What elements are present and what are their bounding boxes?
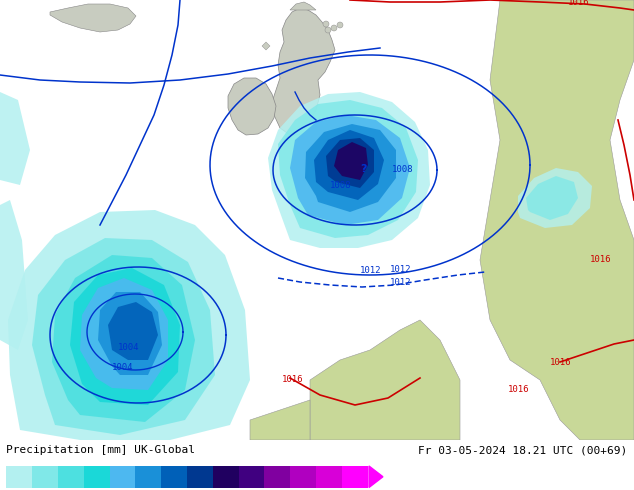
Text: 1012: 1012 (390, 278, 411, 287)
Polygon shape (70, 268, 180, 405)
Polygon shape (334, 142, 368, 180)
Polygon shape (8, 210, 250, 440)
Bar (213, 466, 238, 488)
Bar (264, 466, 290, 488)
Polygon shape (526, 176, 578, 220)
Polygon shape (310, 320, 460, 440)
Polygon shape (480, 0, 634, 440)
Polygon shape (98, 292, 162, 375)
Polygon shape (278, 100, 418, 238)
Bar (6, 466, 32, 488)
Bar (58, 466, 84, 488)
Circle shape (337, 22, 343, 28)
Circle shape (325, 27, 331, 33)
Text: 1012: 1012 (360, 266, 382, 275)
Text: 1016: 1016 (568, 0, 590, 7)
Bar (187, 466, 213, 488)
Text: ?: ? (360, 164, 366, 174)
Text: 1016: 1016 (282, 375, 304, 384)
Text: 1012: 1012 (390, 265, 411, 274)
Bar (238, 466, 264, 488)
Polygon shape (272, 8, 335, 135)
Polygon shape (0, 92, 30, 185)
Text: 1008: 1008 (392, 165, 413, 174)
Text: 1016: 1016 (590, 255, 612, 264)
Polygon shape (32, 238, 215, 435)
Bar (32, 466, 58, 488)
Bar (136, 466, 161, 488)
Polygon shape (326, 138, 374, 188)
Polygon shape (369, 466, 383, 488)
Polygon shape (52, 255, 195, 422)
Polygon shape (290, 2, 316, 10)
Polygon shape (80, 278, 168, 390)
Polygon shape (290, 115, 410, 225)
Text: 1008: 1008 (330, 181, 351, 190)
Polygon shape (0, 200, 28, 350)
Bar (110, 466, 136, 488)
Circle shape (323, 21, 329, 27)
Polygon shape (108, 302, 158, 360)
Text: 1016: 1016 (550, 358, 571, 367)
Polygon shape (518, 168, 592, 228)
Circle shape (331, 25, 337, 31)
Polygon shape (50, 4, 136, 32)
Polygon shape (268, 92, 430, 248)
Polygon shape (305, 124, 396, 212)
Polygon shape (262, 42, 270, 50)
Bar (316, 466, 342, 488)
Bar (290, 466, 316, 488)
Bar (342, 466, 368, 488)
Text: 1004: 1004 (112, 363, 134, 372)
Text: 1004: 1004 (118, 343, 139, 352)
Polygon shape (314, 130, 384, 200)
Bar (161, 466, 187, 488)
Polygon shape (228, 78, 276, 135)
Polygon shape (250, 400, 310, 440)
Text: 1016: 1016 (508, 385, 529, 394)
Text: Fr 03-05-2024 18.21 UTC (00+69): Fr 03-05-2024 18.21 UTC (00+69) (418, 445, 628, 455)
Bar (84, 466, 110, 488)
Text: Precipitation [mm] UK-Global: Precipitation [mm] UK-Global (6, 445, 195, 455)
